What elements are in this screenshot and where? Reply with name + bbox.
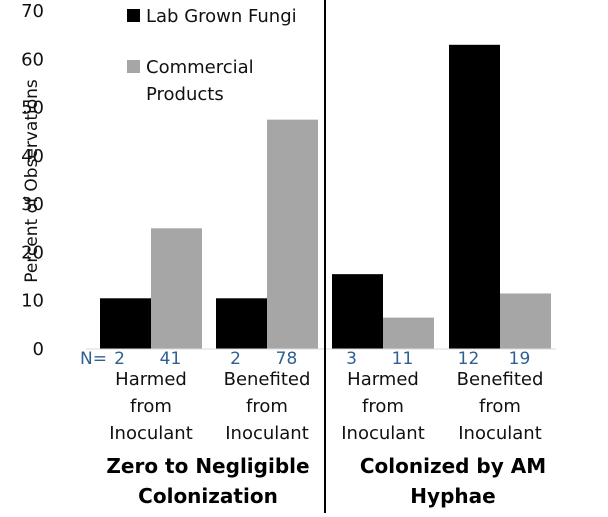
y-tick-label: 10 <box>21 291 44 312</box>
n-count-label: 2 <box>114 349 125 369</box>
y-tick-label: 40 <box>21 146 44 167</box>
category-label: from <box>246 396 288 417</box>
legend-swatch-commercial-products <box>127 60 140 73</box>
n-count-label: 3 <box>346 349 357 369</box>
group-label: Hyphae <box>410 484 495 508</box>
bar-commercial-products <box>151 228 202 349</box>
bar-lab-grown-fungi <box>100 298 151 349</box>
legend-label-line: Products <box>146 84 224 105</box>
legend-label-lab-grown-fungi: Lab Grown Fungi <box>146 6 297 27</box>
n-count-label: 41 <box>160 349 182 369</box>
n-count-label: 12 <box>458 349 480 369</box>
category-label: Benefited <box>457 369 544 390</box>
bar-commercial-products <box>267 119 318 350</box>
bar-lab-grown-fungi <box>332 274 383 349</box>
category-label: Inoculant <box>225 423 309 444</box>
n-count-label: 2 <box>230 349 241 369</box>
y-tick-label: 30 <box>21 194 44 215</box>
bar-commercial-products <box>383 317 434 349</box>
y-tick-label: 70 <box>21 1 44 22</box>
category-label: Inoculant <box>109 423 193 444</box>
legend-label-line: Commercial <box>146 57 254 78</box>
category-label: Inoculant <box>341 423 425 444</box>
group-label: Zero to Negligible <box>106 454 309 478</box>
n-count-label: 19 <box>509 349 531 369</box>
n-count-label: 78 <box>276 349 298 369</box>
bar-lab-grown-fungi <box>216 298 267 349</box>
y-tick-label: 0 <box>33 339 44 360</box>
legend-swatch-lab-grown-fungi <box>127 9 140 22</box>
bar-commercial-products <box>500 293 551 349</box>
category-label: from <box>130 396 172 417</box>
category-label: Harmed <box>115 369 187 390</box>
group-label: Colonized by AM <box>360 454 546 478</box>
n-prefix-label: N= <box>80 349 107 369</box>
category-label: from <box>362 396 404 417</box>
legend-label-commercial-products: Commercial Products <box>146 57 254 105</box>
y-tick-label: 20 <box>21 242 44 263</box>
y-tick-label: 50 <box>21 98 44 119</box>
category-label: Benefited <box>224 369 311 390</box>
y-axis-title: Percent of Observations <box>22 79 42 283</box>
group-label: Colonization <box>138 484 278 508</box>
category-label: Inoculant <box>458 423 542 444</box>
bar-lab-grown-fungi <box>449 44 500 350</box>
n-count-label: 11 <box>392 349 414 369</box>
category-label: Harmed <box>347 369 419 390</box>
y-tick-label: 60 <box>21 49 44 70</box>
category-label: from <box>479 396 521 417</box>
